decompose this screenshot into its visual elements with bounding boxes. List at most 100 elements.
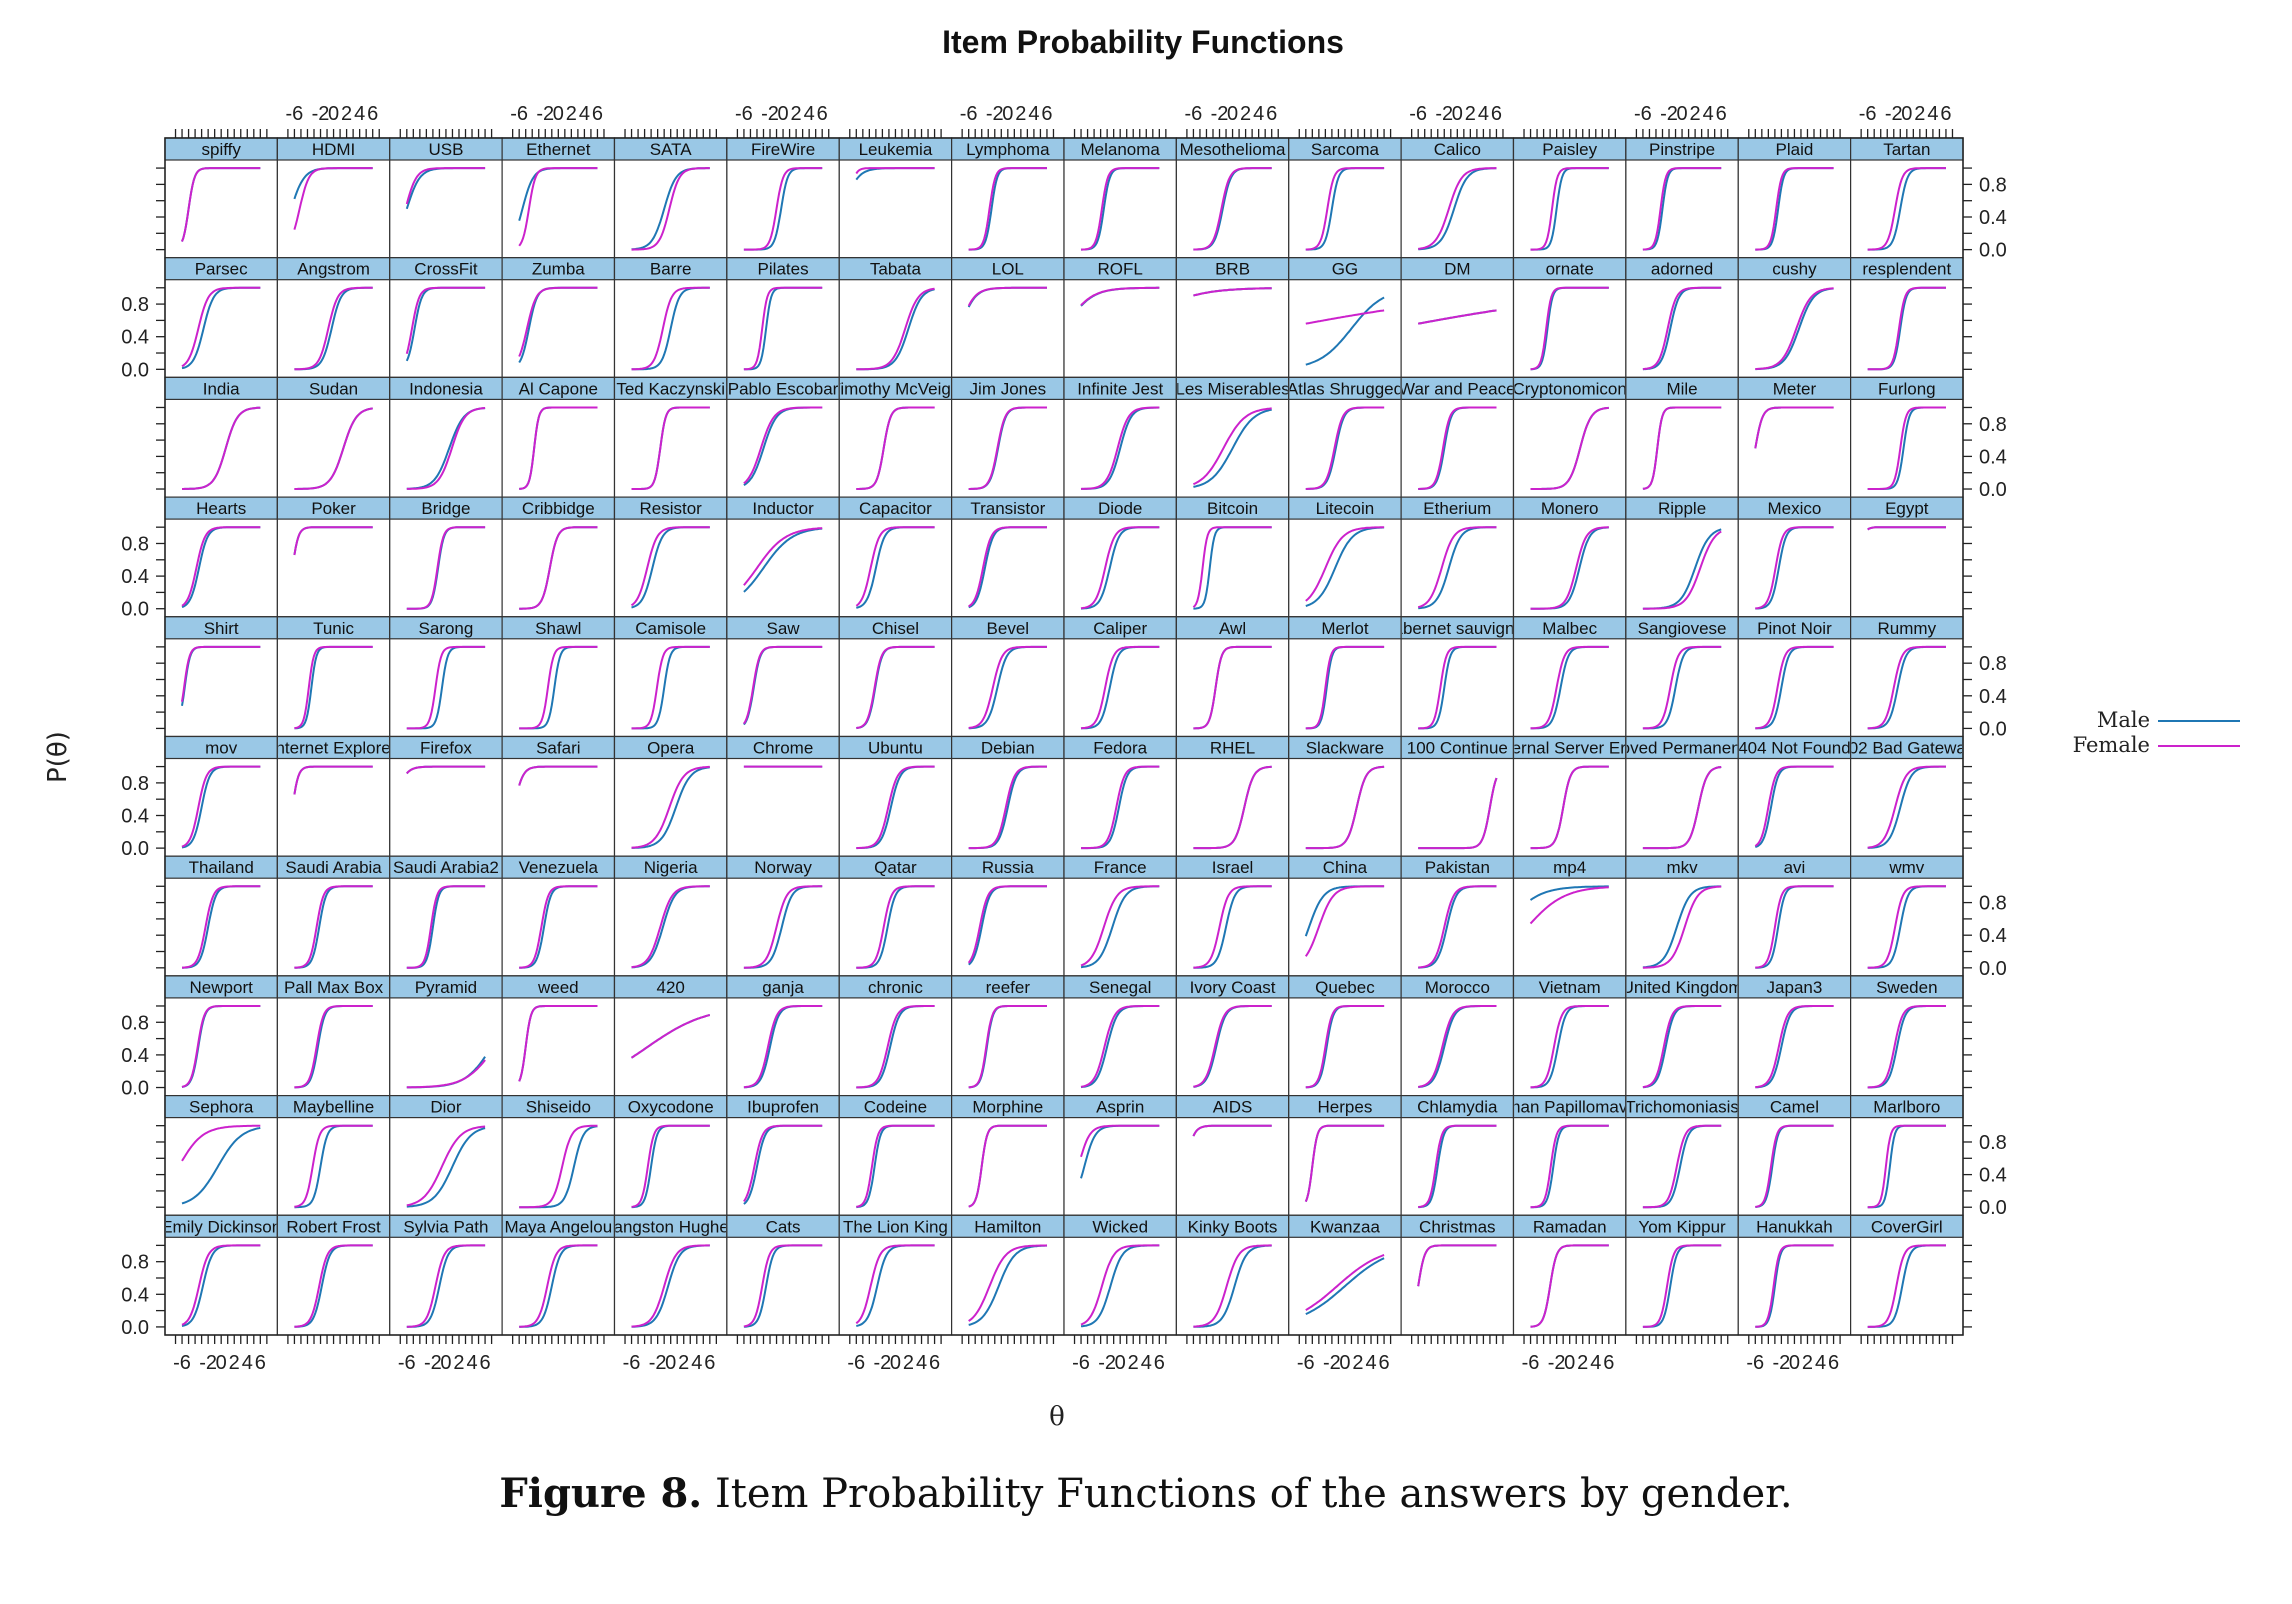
panel-senegal: Senegal xyxy=(1063,975,1177,1097)
panel-label: Quebec xyxy=(1315,978,1375,997)
x-tick-label: -2 xyxy=(536,103,554,125)
panel-hanukkah: Hanukkah xyxy=(1737,1214,1852,1336)
panel-label: Trichomoniasis xyxy=(1625,1098,1739,1117)
x-tick-label: 0 xyxy=(1677,103,1688,125)
female-curve xyxy=(968,1124,1047,1208)
panel-qatar: Qatar xyxy=(838,855,953,977)
x-tick-label: 4 xyxy=(466,1352,477,1374)
panel-parsec: Parsec xyxy=(164,257,278,379)
panel-newport: Newport xyxy=(164,975,278,1097)
y-tick-label: 0.4 xyxy=(121,1284,149,1306)
panel-label: Sarcoma xyxy=(1311,140,1380,159)
female-curve xyxy=(1417,309,1497,325)
panel-label: Plaid xyxy=(1776,140,1814,159)
y-tick-label: 0.8 xyxy=(1979,653,2007,675)
female-curve xyxy=(1304,885,1385,957)
x-tick-label: 4 xyxy=(916,1352,927,1374)
panel-label: Monero xyxy=(1541,499,1599,518)
panel-crossfit: CrossFit xyxy=(389,257,503,379)
female-curve xyxy=(1530,645,1609,730)
panel-marlboro: Marlboro xyxy=(1850,1094,1964,1216)
x-tick-label: -6 xyxy=(1072,1352,1090,1374)
panel-label: Camel xyxy=(1770,1098,1819,1117)
female-curve xyxy=(631,1124,710,1208)
x-tick-label: 2 xyxy=(453,1352,464,1374)
panel-label: Human Papillomavirus xyxy=(1485,1098,1655,1117)
male-curve xyxy=(1305,296,1385,366)
panel-label: Inductor xyxy=(752,499,814,518)
female-curve xyxy=(1755,1124,1834,1208)
x-tick-label: -6 xyxy=(1409,103,1427,125)
panel-adorned: adorned xyxy=(1625,257,1739,379)
panel-label: Ivory Coast xyxy=(1190,978,1276,997)
x-tick-label: 6 xyxy=(1716,103,1727,125)
panel-sarcoma: Sarcoma xyxy=(1288,137,1402,259)
female-curve xyxy=(1192,526,1272,608)
female-curve xyxy=(518,1005,598,1082)
panel-label: Chlamydia xyxy=(1417,1098,1498,1117)
panel-dm: DM xyxy=(1400,257,1515,379)
female-curve xyxy=(1755,645,1834,730)
female-curve xyxy=(405,167,486,205)
panel-resplendent: resplendent xyxy=(1850,257,1964,379)
female-curve xyxy=(1754,765,1834,847)
panel-oxycodone: Oxycodone xyxy=(613,1094,728,1216)
female-curve xyxy=(406,765,486,775)
x-tick-label: 2 xyxy=(1577,1352,1588,1374)
panel-label: Emily Dickinson xyxy=(161,1217,281,1236)
panel-label: Ted Kaczynski xyxy=(616,379,725,398)
female-curve xyxy=(406,1244,486,1328)
panel-label: HDMI xyxy=(312,140,355,159)
female-curve xyxy=(293,167,373,230)
panel-emily-dickinson: Emily Dickinson xyxy=(161,1214,281,1336)
x-tick-label: -2 xyxy=(1098,1352,1116,1374)
panel-label: 420 xyxy=(657,978,685,997)
panel-sata: SATA xyxy=(613,137,728,259)
female-curve xyxy=(1529,886,1609,925)
x-tick-label: -2 xyxy=(761,103,779,125)
panel-russia: Russia xyxy=(951,855,1065,977)
panel-420: 420 xyxy=(613,975,728,1097)
panel-label: Maybelline xyxy=(293,1098,374,1117)
female-curve xyxy=(968,1005,1047,1089)
female-curve xyxy=(182,885,261,969)
x-tick-label: 0 xyxy=(1002,103,1013,125)
x-tick-label: 0 xyxy=(440,1352,451,1374)
x-tick-label: 4 xyxy=(354,103,365,125)
female-curve xyxy=(856,406,935,490)
panel-jim-jones: Jim Jones xyxy=(951,376,1065,498)
panel-label: Cabernet sauvignon xyxy=(1381,619,1533,638)
x-tick-label: 6 xyxy=(255,1352,266,1374)
female-curve xyxy=(1192,407,1272,486)
female-curve xyxy=(968,645,1047,729)
panel-label: Bevel xyxy=(987,619,1030,638)
panel-label: Melanoma xyxy=(1081,140,1161,159)
male-curve xyxy=(1529,885,1609,901)
female-curve xyxy=(1530,526,1609,610)
female-curve xyxy=(968,167,1047,251)
panel-label: India xyxy=(203,379,240,398)
panel-label: Rummy xyxy=(1878,619,1937,638)
female-curve xyxy=(743,167,823,251)
panel-label: Pilates xyxy=(758,260,809,279)
female-curve xyxy=(1642,530,1722,610)
female-curve xyxy=(1305,645,1385,730)
panel-internet-explorer: Internet Explorer xyxy=(271,735,397,857)
female-curve xyxy=(181,645,261,702)
female-curve xyxy=(1304,1124,1385,1202)
panel-label: Wicked xyxy=(1092,1217,1148,1236)
x-tick-label: 0 xyxy=(1339,1352,1350,1374)
female-curve xyxy=(1081,406,1160,490)
panel-label: Internet Explorer xyxy=(271,739,397,758)
female-curve xyxy=(1193,1005,1272,1088)
female-curve xyxy=(743,286,823,371)
panel-debian: Debian xyxy=(951,735,1065,857)
female-curve xyxy=(1530,286,1609,371)
panel-label: Mile xyxy=(1666,379,1697,398)
panel-ibuprofen: Ibuprofen xyxy=(726,1094,840,1216)
x-tick-label: -6 xyxy=(847,1352,865,1374)
female-curve xyxy=(1867,406,1946,490)
panel-pinstripe: Pinstripe xyxy=(1625,137,1739,259)
female-curve xyxy=(1305,406,1385,490)
panel-saw: Saw xyxy=(726,616,840,738)
